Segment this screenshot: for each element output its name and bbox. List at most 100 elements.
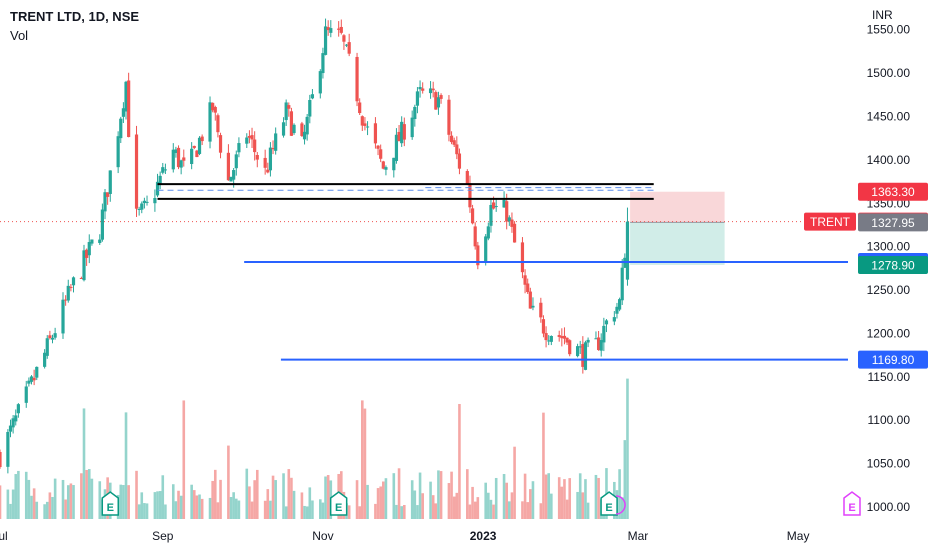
volume-bar <box>618 469 621 519</box>
earnings-icon-shape <box>101 491 120 516</box>
earnings-icon: E <box>101 491 120 516</box>
candle-body <box>211 102 215 111</box>
candle-body <box>271 147 275 150</box>
volume-bar <box>250 501 254 519</box>
price-tag-box <box>858 213 928 232</box>
price-tag-label: 1363.30 <box>871 185 915 199</box>
earnings-icon-label: E <box>605 502 612 514</box>
x-tick-label: May <box>787 529 810 543</box>
volume-bar <box>455 492 459 519</box>
candle-body <box>289 111 294 136</box>
candle-body <box>134 134 139 209</box>
candle-body <box>50 337 55 340</box>
volume-bar <box>216 502 220 519</box>
volume-bar <box>82 408 86 519</box>
volume-bar <box>376 488 380 519</box>
earnings-icon: E <box>329 491 348 516</box>
volume-indicator-label[interactable]: Vol <box>10 28 29 43</box>
price-tag: 1363.30 <box>858 182 928 201</box>
candle-body <box>502 199 506 208</box>
volume-bar <box>284 506 288 519</box>
candle-body <box>486 226 490 239</box>
price-tag-label: 1169.80 <box>872 353 915 367</box>
volume-bar <box>513 446 516 519</box>
candle-body <box>35 366 39 378</box>
price-tag-box <box>858 350 928 369</box>
candle-body <box>6 431 10 467</box>
candle-body <box>602 325 606 343</box>
candle-body <box>413 106 417 120</box>
candle-body <box>255 154 259 160</box>
candle-body <box>171 149 175 170</box>
volume-bar <box>565 499 569 519</box>
volume-bar <box>484 482 487 519</box>
candle-body <box>176 147 181 168</box>
candle-body <box>547 340 551 342</box>
price-tag: 1327.95 <box>858 213 928 232</box>
volume-bar <box>539 503 543 519</box>
candle-body <box>465 171 469 185</box>
candle-body <box>281 122 286 136</box>
volume-bar <box>392 473 396 519</box>
volume-bar <box>87 469 91 519</box>
volume-bar <box>487 492 490 519</box>
volume-bar <box>80 473 83 519</box>
volume-bar <box>24 471 28 519</box>
candle-body <box>447 99 451 135</box>
volume-bar <box>292 490 296 519</box>
volume-bar <box>119 484 123 519</box>
candle-body <box>575 346 580 357</box>
volume-bar <box>466 469 469 519</box>
volume-bar <box>211 480 214 519</box>
candle-body <box>66 285 70 301</box>
candle-body <box>384 167 388 170</box>
volume-bar <box>255 469 259 519</box>
candle-body <box>494 206 498 208</box>
y-tick-label: 1050.00 <box>867 457 911 471</box>
candle-body <box>302 131 307 140</box>
candle-body <box>237 143 241 153</box>
volume-bar <box>410 480 414 519</box>
candle-body <box>153 197 157 204</box>
price-tag: 1169.80 <box>858 350 928 369</box>
stop-loss-zone <box>630 191 725 223</box>
volume-bar <box>127 485 130 519</box>
volume-bar <box>27 479 31 519</box>
candle-body <box>292 124 296 134</box>
volume-bar <box>229 497 233 519</box>
y-tick-label: 1450.00 <box>867 109 911 123</box>
candle-body <box>397 131 401 142</box>
candle-body <box>27 380 31 384</box>
candle-body <box>247 135 252 138</box>
volume-bar <box>208 497 212 519</box>
candle-body <box>182 157 186 161</box>
volume-bar <box>177 490 180 519</box>
volume-bar <box>502 474 506 519</box>
candle-body <box>347 42 351 54</box>
volume-bar <box>550 493 553 519</box>
volume-bar <box>190 484 193 519</box>
candle-body <box>620 267 624 301</box>
volume-bar <box>581 492 585 519</box>
candle-body <box>310 94 315 99</box>
volume-bar <box>9 503 12 519</box>
candle-body <box>197 137 202 154</box>
volume-bar <box>14 474 18 519</box>
volume-bar <box>531 481 535 519</box>
candle-body <box>145 201 149 203</box>
candle-body <box>29 376 34 382</box>
volume-bar <box>563 479 566 519</box>
candle-body <box>318 71 322 94</box>
y-tick-label: 1400.00 <box>867 153 911 167</box>
volume-bar <box>311 500 314 519</box>
symbol-title[interactable]: TRENT LTD, 1D, NSE <box>10 9 140 24</box>
candle-body <box>560 336 564 339</box>
candle-body <box>449 135 454 143</box>
candle-body <box>617 299 622 310</box>
candle-body <box>615 306 619 314</box>
earnings-icon-shape <box>843 491 861 516</box>
volume-bar <box>361 400 364 519</box>
candle-body <box>245 137 249 144</box>
candle-body <box>578 346 582 348</box>
